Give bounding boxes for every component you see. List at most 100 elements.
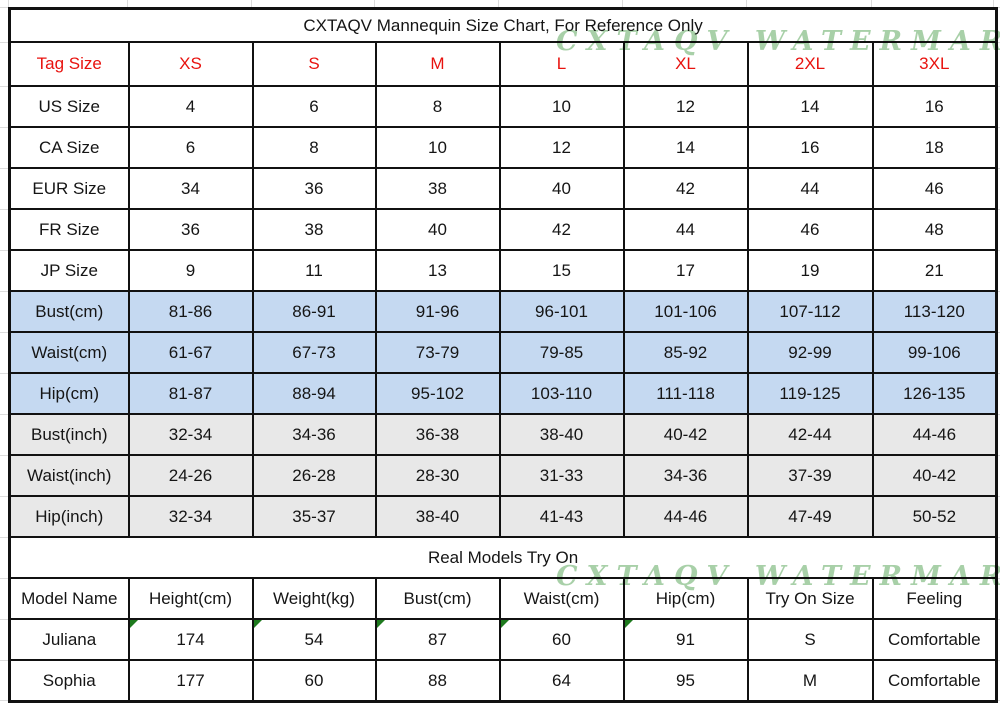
try-on-section-row: Real Models Try On [8,536,998,579]
table-cell: M [374,41,501,87]
table-cell: 38-40 [374,495,501,538]
table-cell: 21 [871,249,998,292]
table-cell: Bust(inch) [8,413,130,456]
table-cell: 44-46 [622,495,749,538]
size-chart-table: CXTAQV Mannequin Size Chart, For Referen… [8,7,999,703]
table-cell: 18 [871,126,998,169]
table-cell: Waist(cm) [8,331,130,374]
table-cell: 12 [498,126,625,169]
row-fr-size: FR Size 36 38 40 42 44 46 48 [8,208,998,251]
table-cell: US Size [8,85,130,128]
row-hip-cm: Hip(cm) 81-87 88-94 95-102 103-110 111-118 119… [8,372,998,415]
table-cell: 16 [746,126,874,169]
table-cell: 54 [251,618,377,661]
table-cell: CA Size [8,126,130,169]
table-cell: S [746,618,874,661]
table-cell: 103-110 [498,372,625,415]
row-model-sophia: Sophia 177 60 88 64 95 M Comfortable [8,659,998,703]
tag-size-header-row: Tag Size XS S M L XL 2XL 3XL [8,41,998,87]
row-model-juliana: Juliana 174 54 87 60 91 S Comfortable [8,618,998,661]
table-cell: 64 [498,659,625,703]
table-cell: 47-49 [746,495,874,538]
table-cell: JP Size [8,249,130,292]
table-cell: 61-67 [127,331,254,374]
table-cell: 177 [127,659,254,703]
table-cell: 81-87 [127,372,254,415]
table-cell: Feeling [871,577,998,620]
table-cell: FR Size [8,208,130,251]
table-cell: 34-36 [622,454,749,497]
table-cell: 50-52 [871,495,998,538]
table-cell: 35-37 [251,495,377,538]
table-cell: 79-85 [498,331,625,374]
table-cell: Hip(cm) [8,372,130,415]
table-cell: 24-26 [127,454,254,497]
table-cell: 10 [374,126,501,169]
table-cell: 46 [871,167,998,210]
table-cell: 32-34 [127,495,254,538]
table-cell: 73-79 [374,331,501,374]
table-cell: M [746,659,874,703]
row-ca-size: CA Size 6 8 10 12 14 16 18 [8,126,998,169]
row-bust-cm: Bust(cm) 81-86 86-91 91-96 96-101 101-106 107-… [8,290,998,333]
table-cell: 36-38 [374,413,501,456]
table-cell: Waist(cm) [498,577,625,620]
table-cell: 44 [622,208,749,251]
model-header-row: Model Name Height(cm) Weight(kg) Bust(cm) Wa… [8,577,998,620]
table-cell: 46 [746,208,874,251]
table-cell: 60 [498,618,625,661]
table-cell: 19 [746,249,874,292]
table-cell: 15 [498,249,625,292]
table-cell: 86-91 [251,290,377,333]
chart-title-row: CXTAQV Mannequin Size Chart, For Referen… [8,7,998,43]
table-cell: 87 [374,618,501,661]
table-cell: 44-46 [871,413,998,456]
table-cell: 38-40 [498,413,625,456]
table-cell: 95 [622,659,749,703]
table-cell: 101-106 [622,290,749,333]
table-cell: 8 [251,126,377,169]
table-cell: 11 [251,249,377,292]
table-cell: Height(cm) [127,577,254,620]
table-cell: Bust(cm) [8,290,130,333]
table-cell: 88-94 [251,372,377,415]
row-waist-cm: Waist(cm) 61-67 67-73 73-79 79-85 85-92 92-99 9… [8,331,998,374]
row-jp-size: JP Size 9 11 13 15 17 19 21 [8,249,998,292]
table-cell: 44 [746,167,874,210]
table-cell: 34 [127,167,254,210]
table-cell: 174 [127,618,254,661]
table-cell: 8 [374,85,501,128]
table-cell: 42-44 [746,413,874,456]
table-cell: Comfortable [871,618,998,661]
table-cell: Model Name [8,577,130,620]
row-us-size: US Size 4 6 8 10 12 14 16 [8,85,998,128]
table-cell: 41-43 [498,495,625,538]
table-cell: 40 [374,208,501,251]
try-on-section-title: Real Models Try On [8,536,998,579]
table-cell: Juliana [8,618,130,661]
table-cell: 31-33 [498,454,625,497]
table-cell: 16 [871,85,998,128]
table-cell: Bust(cm) [374,577,501,620]
table-cell: 95-102 [374,372,501,415]
table-cell: 14 [622,126,749,169]
table-cell: Sophia [8,659,130,703]
table-cell: 32-34 [127,413,254,456]
table-cell: 96-101 [498,290,625,333]
table-cell: 10 [498,85,625,128]
table-cell: 36 [127,208,254,251]
table-cell: Hip(inch) [8,495,130,538]
table-cell: 37-39 [746,454,874,497]
row-hip-inch: Hip(inch) 32-34 35-37 38-40 41-43 44-46 47-49 5… [8,495,998,538]
table-cell: Tag Size [8,41,130,87]
table-cell: 99-106 [871,331,998,374]
table-cell: 40-42 [871,454,998,497]
table-cell: 3XL [871,41,998,87]
row-waist-inch: Waist(inch) 24-26 26-28 28-30 31-33 34-36 37-3… [8,454,998,497]
table-cell: 14 [746,85,874,128]
table-cell: 92-99 [746,331,874,374]
table-cell: 67-73 [251,331,377,374]
table-cell: XL [622,41,749,87]
table-cell: 42 [498,208,625,251]
